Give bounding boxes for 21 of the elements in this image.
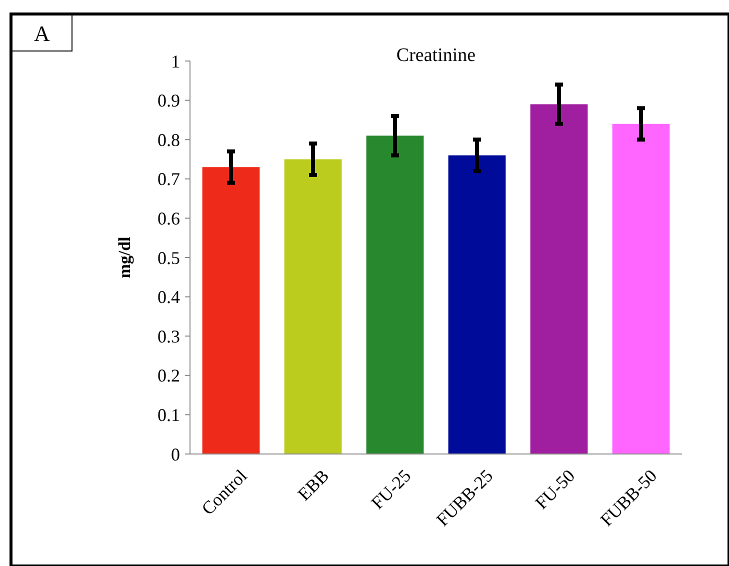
y-tick-label: 0 — [171, 444, 180, 464]
y-tick-label: 0.6 — [158, 208, 180, 228]
y-tick-label: 0.1 — [158, 405, 180, 425]
y-axis-title: mg/dl — [115, 236, 134, 278]
x-tick-label: EBB — [294, 466, 333, 504]
bar — [366, 136, 424, 454]
y-tick-label: 0.7 — [158, 169, 180, 190]
y-tick-label: 0.8 — [158, 130, 180, 150]
bar — [530, 104, 588, 454]
bar — [612, 124, 670, 454]
bar — [284, 159, 342, 454]
y-tick-label: 1 — [171, 51, 180, 72]
y-tick-label: 0.5 — [158, 248, 180, 268]
y-tick-label: 0.9 — [158, 90, 180, 111]
y-tick-label: 0.2 — [158, 366, 180, 386]
bar — [448, 155, 506, 454]
chart-title: Creatinine — [396, 45, 476, 66]
text: A — [34, 21, 50, 46]
bar — [202, 167, 260, 454]
y-tick-label: 0.4 — [158, 287, 180, 308]
y-tick-label: 0.3 — [158, 326, 180, 346]
